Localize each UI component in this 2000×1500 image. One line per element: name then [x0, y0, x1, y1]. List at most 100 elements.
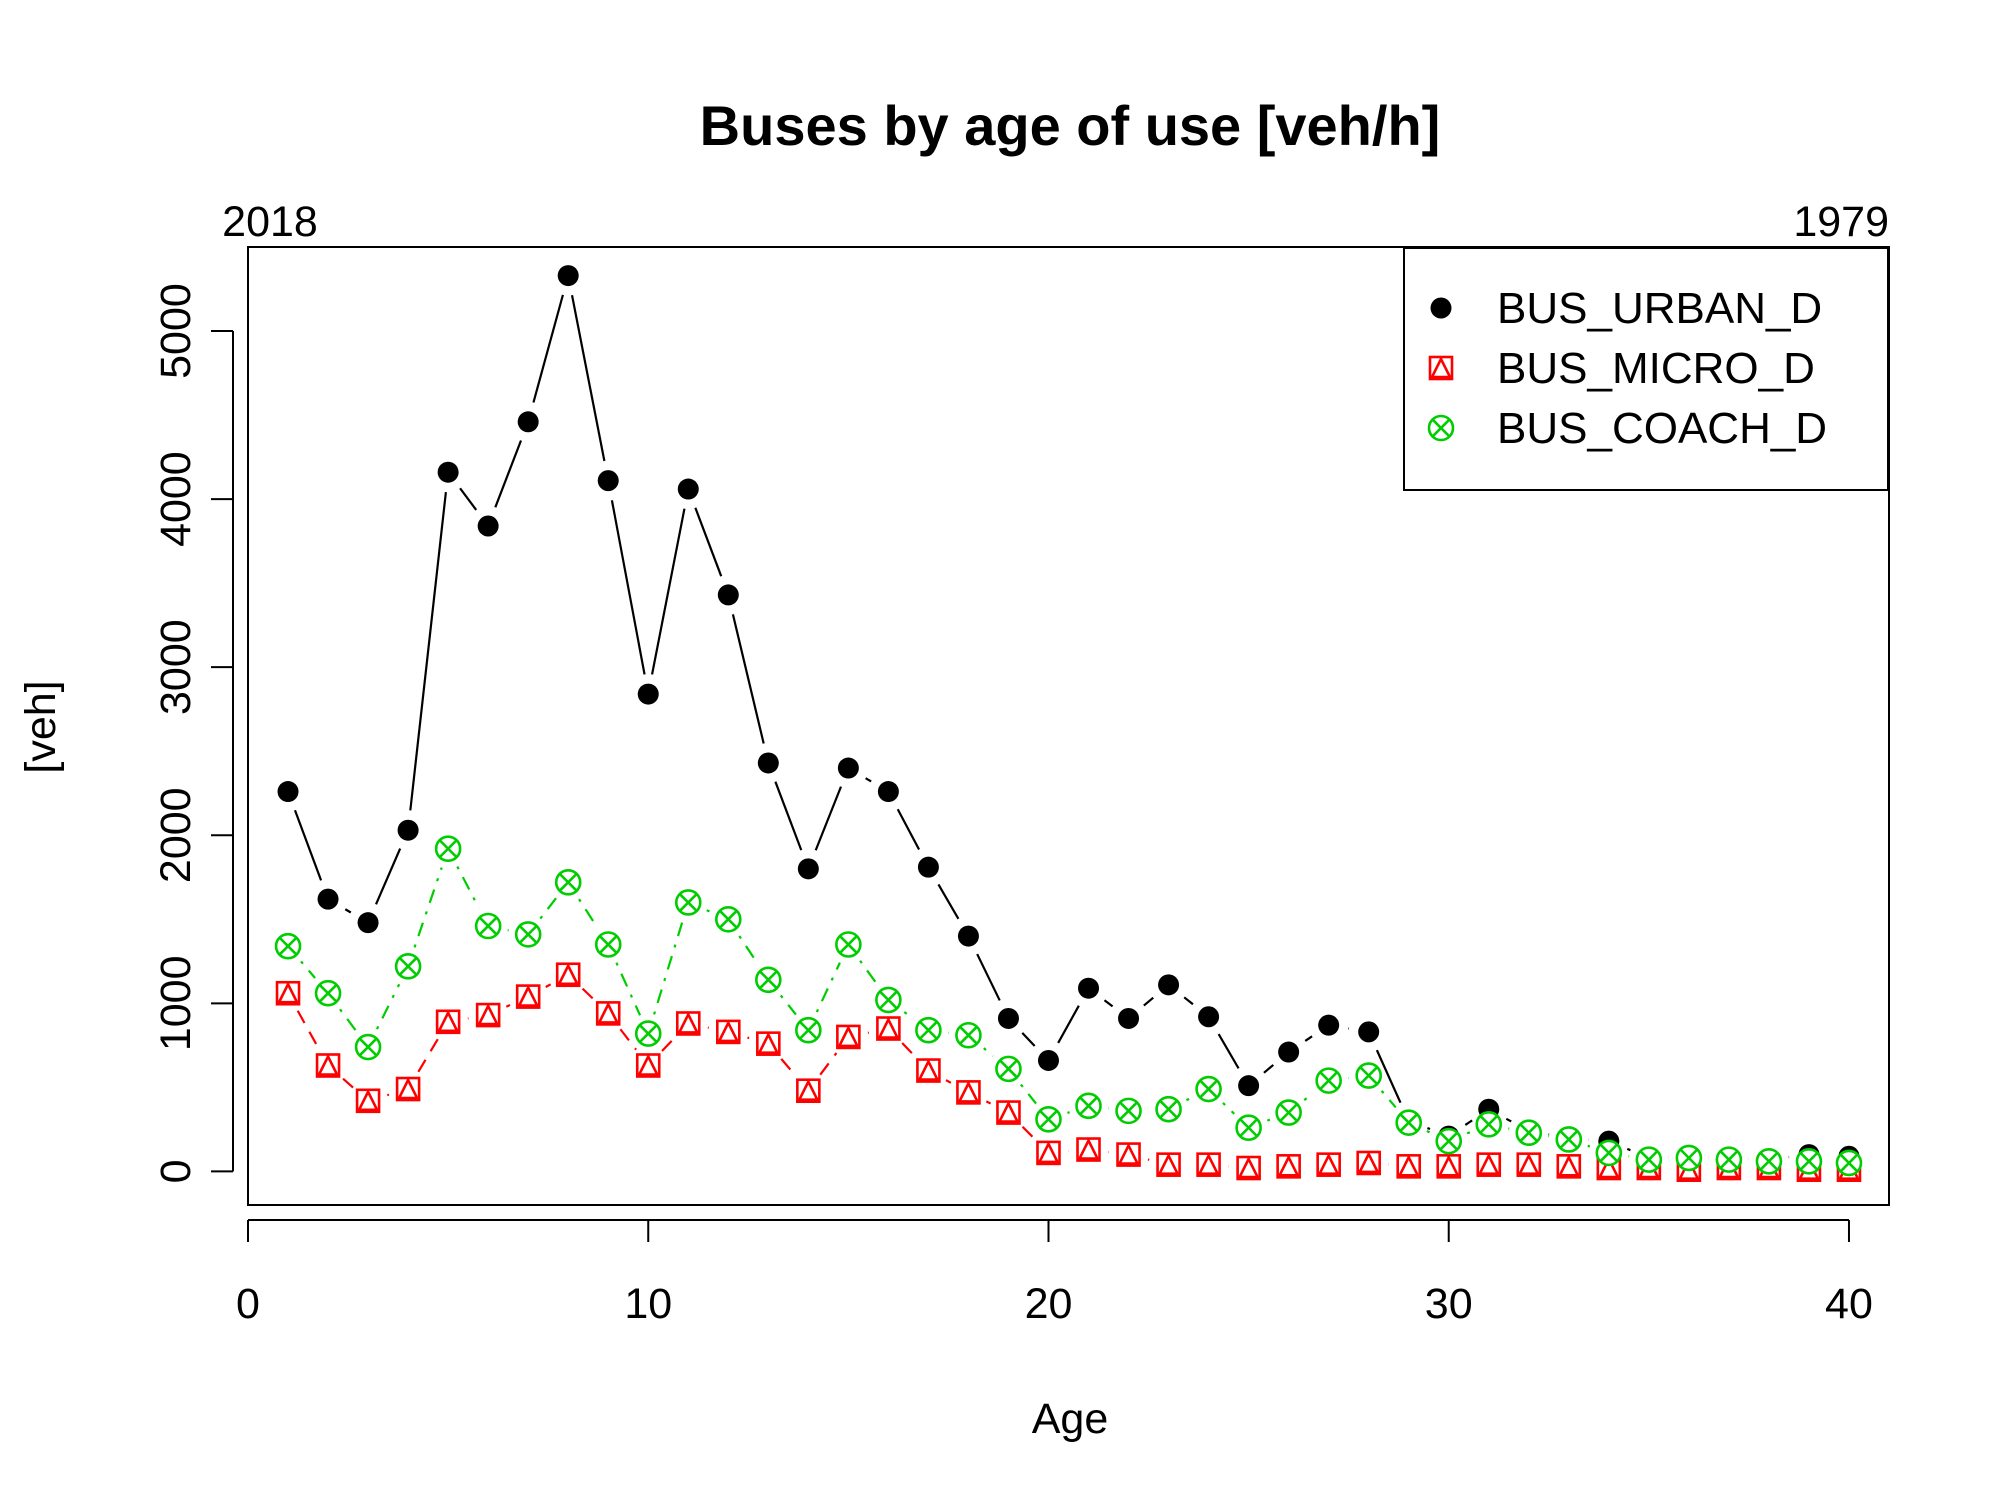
- data-point-bus-coach-d: [554, 869, 582, 896]
- marker-triangle: [1077, 1137, 1100, 1160]
- data-point-bus-micro-d: [1276, 1154, 1301, 1179]
- series-segment-bus-urban-d: [731, 614, 765, 744]
- series-segment-bus-coach-d: [339, 1008, 358, 1032]
- x-tick-label: 30: [1425, 1280, 1473, 1328]
- x-tick-label: 20: [1025, 1280, 1073, 1328]
- marker-dot: [597, 470, 619, 492]
- series-segment-bus-coach-d: [456, 865, 480, 909]
- series-points: [274, 265, 1863, 1183]
- series-segment-bus-urban-d: [1143, 996, 1154, 1007]
- marker-dot: [997, 1007, 1019, 1029]
- series-segment-bus-urban-d: [459, 487, 478, 511]
- marker-triangle: [437, 1009, 460, 1033]
- marker-triangle: [1157, 1152, 1180, 1175]
- data-point-bus-micro-d: [1116, 1142, 1141, 1167]
- series-segment-bus-coach-d: [578, 898, 599, 929]
- data-point-bus-micro-d: [1236, 1155, 1261, 1181]
- data-point-bus-coach-d: [1595, 1139, 1623, 1167]
- data-point-bus-coach-d: [875, 986, 902, 1014]
- marker-cross-b: [358, 1037, 378, 1057]
- series-segment-bus-coach-d: [1303, 1092, 1314, 1101]
- marker-triangle: [1317, 1152, 1340, 1175]
- data-point-bus-coach-d: [1275, 1099, 1302, 1126]
- data-point-bus-urban-d: [1078, 977, 1100, 999]
- legend-entries: BUS_URBAN_D BUS_MICRO_D BUS_COACH_D: [1427, 284, 1827, 453]
- data-point-bus-coach-d: [1635, 1146, 1663, 1173]
- series-segment-bus-coach-d: [1222, 1102, 1235, 1115]
- marker-dot: [437, 461, 459, 483]
- x-axis-label: Age: [1032, 1395, 1109, 1443]
- marker-cross-b: [1319, 1071, 1338, 1090]
- marker-triangle: [1117, 1142, 1140, 1165]
- marker-triangle: [517, 984, 540, 1007]
- series-segment-bus-urban-d: [409, 491, 447, 811]
- marker-dot: [837, 757, 859, 779]
- marker-dot: [357, 912, 379, 934]
- marker-triangle: [1557, 1154, 1580, 1177]
- marker-dot: [1118, 1007, 1140, 1029]
- marker-triangle: [677, 1011, 700, 1034]
- data-point-bus-micro-d: [1436, 1154, 1462, 1179]
- data-point-bus-urban-d: [317, 888, 339, 910]
- series-segment-bus-micro-d: [296, 1010, 320, 1049]
- y-axis: 0 1000 2000 3000 4000 5000: [152, 283, 234, 1183]
- data-point-bus-urban-d: [877, 781, 899, 803]
- series-segment-bus-urban-d: [610, 500, 646, 675]
- marker-triangle: [757, 1031, 780, 1054]
- data-point-bus-urban-d: [1318, 1014, 1340, 1036]
- series-segment-bus-coach-d: [1587, 1144, 1591, 1148]
- data-point-bus-micro-d: [1476, 1152, 1502, 1177]
- marker-dot: [557, 265, 579, 287]
- data-point-bus-coach-d: [714, 905, 742, 933]
- data-point-bus-coach-d: [1555, 1126, 1583, 1153]
- marker-triangle: [917, 1058, 940, 1081]
- marker-dot: [1037, 1049, 1059, 1071]
- data-point-bus-micro-d: [395, 1076, 421, 1102]
- series-segment-bus-urban-d: [896, 808, 921, 851]
- marker-triangle: [356, 1088, 380, 1112]
- marker-triangle: [276, 981, 300, 1004]
- marker-dot: [917, 856, 939, 878]
- marker-dot: [397, 819, 419, 841]
- top-right-label: 1979: [1793, 198, 1889, 246]
- series-segment-bus-micro-d: [819, 1052, 838, 1076]
- data-point-bus-urban-d: [477, 515, 499, 537]
- series-segment-bus-coach-d: [413, 867, 443, 948]
- data-point-bus-coach-d: [1075, 1092, 1102, 1120]
- series-segment-bus-micro-d: [417, 1038, 439, 1073]
- y-tick-label: 3000: [152, 619, 200, 715]
- data-point-bus-coach-d: [1515, 1119, 1543, 1147]
- legend-entry-bus-micro-d: BUS_MICRO_D: [1428, 344, 1815, 393]
- marker-triangle: [637, 1053, 660, 1076]
- marker-triangle: [997, 1100, 1020, 1123]
- series-segment-bus-urban-d: [1057, 1005, 1080, 1044]
- marker-triangle: [1197, 1152, 1220, 1175]
- series-segment-bus-micro-d: [661, 1037, 676, 1052]
- chart-title: Buses by age of use [veh/h]: [700, 94, 1441, 157]
- marker-triangle: [1477, 1152, 1500, 1175]
- marker-cross-b: [1479, 1115, 1498, 1134]
- series-segment-bus-urban-d: [865, 777, 872, 783]
- marker-dot: [1198, 1006, 1220, 1028]
- data-point-bus-micro-d: [315, 1053, 341, 1078]
- y-tick-label: 5000: [152, 283, 200, 379]
- marker-cross-b: [1039, 1110, 1058, 1129]
- series-segment-bus-urban-d: [1626, 1147, 1631, 1152]
- marker-dot: [877, 781, 899, 803]
- marker-triangle: [1517, 1152, 1540, 1175]
- marker-triangle: [477, 1003, 500, 1026]
- marker-dot: [677, 478, 699, 500]
- data-point-bus-micro-d: [756, 1031, 781, 1056]
- data-point-bus-micro-d: [1156, 1152, 1181, 1177]
- marker-cross-b: [1799, 1152, 1819, 1171]
- marker-triangle: [1437, 1154, 1460, 1177]
- data-point-bus-micro-d: [876, 1016, 901, 1041]
- marker-triangle: [1397, 1154, 1420, 1177]
- data-point-bus-coach-d: [1355, 1062, 1382, 1089]
- data-point-bus-urban-d: [437, 461, 459, 483]
- series-segment-bus-coach-d: [539, 897, 557, 920]
- top-left-label: 2018: [222, 198, 318, 246]
- data-point-bus-micro-d: [595, 1001, 621, 1026]
- marker-dot: [1078, 977, 1100, 999]
